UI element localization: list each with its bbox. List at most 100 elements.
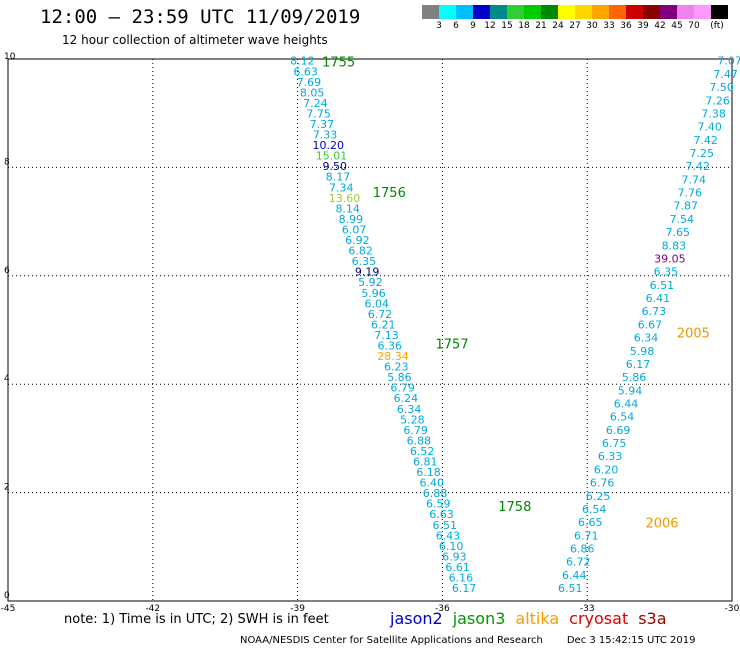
pass-time-label: 1757 — [436, 338, 469, 353]
wave-height-value: 39.05 — [654, 252, 686, 265]
pass-time-label: 1756 — [373, 186, 406, 201]
wave-height-value: 7.42 — [693, 134, 718, 147]
legend-swatch — [456, 5, 473, 19]
wave-height-value: 7.24 — [303, 97, 328, 110]
wave-height-value: 6.54 — [582, 503, 607, 516]
wave-height-value: 9.50 — [323, 160, 348, 173]
legend-swatches — [422, 5, 740, 19]
wave-height-value: 6.10 — [439, 540, 464, 553]
wave-height-value: 6.21 — [371, 318, 396, 331]
wave-height-value: 7.47 — [713, 68, 738, 81]
wave-height-value: 7.75 — [306, 107, 331, 120]
wave-height-value: 6.33 — [598, 450, 623, 463]
y-tick-label: 4 — [4, 374, 10, 384]
pass-time-label: 1755 — [322, 56, 355, 71]
wave-height-value: 6.44 — [562, 569, 587, 582]
wave-height-value: 5.96 — [361, 287, 386, 300]
legend-swatch — [677, 5, 694, 19]
wave-height-value: 5.86 — [387, 371, 412, 384]
wave-height-value: 6.34 — [397, 403, 422, 416]
page-subtitle: 12 hour collection of altimeter wave hei… — [62, 33, 328, 47]
wave-height-value: 13.60 — [329, 192, 361, 205]
legend-labels: 3 6 9 12 15 18 21 24 27 30 33 36 39 42 45 70 (ft) — [422, 19, 740, 31]
satellite-jason2: jason2 — [390, 609, 443, 628]
legend-label: (ft) — [710, 21, 724, 31]
legend-swatch — [626, 5, 643, 19]
legend-label: 6 — [453, 21, 459, 31]
legend-label: 33 — [603, 21, 615, 31]
x-tick-label: -42 — [145, 604, 160, 614]
wave-height-value: 5.28 — [400, 413, 425, 426]
wave-height-value: 6.51 — [558, 582, 583, 595]
wave-height-value: 6.92 — [345, 234, 370, 247]
wave-height-value: 6.67 — [638, 318, 663, 331]
wave-height-value: 6.88 — [423, 487, 448, 500]
wave-height-value: 6.24 — [394, 392, 419, 405]
wave-height-value: 15.01 — [316, 150, 348, 163]
legend-label: 45 — [671, 21, 683, 31]
color-legend: 3 6 9 12 15 18 21 24 27 30 33 36 39 42 45 70 (ft) — [422, 5, 740, 31]
wave-height-value: 6.81 — [413, 456, 438, 469]
legend-swatch — [473, 5, 490, 19]
legend-label: 24 — [552, 21, 564, 31]
wave-height-value: 7.69 — [297, 76, 322, 89]
wave-height-value: 6.79 — [390, 382, 415, 395]
wave-height-value: 6.59 — [426, 498, 451, 511]
wave-height-value: 8.17 — [326, 171, 351, 184]
wave-height-value: 6.40 — [420, 477, 445, 490]
wave-height-value: 7.50 — [709, 81, 734, 94]
wave-height-value: 6.71 — [574, 529, 599, 542]
wave-height-value: 7.38 — [701, 107, 726, 120]
wave-height-value: 6.61 — [445, 561, 470, 574]
satellite-cryosat: cryosat — [569, 609, 629, 628]
wave-height-value: 6.25 — [586, 490, 611, 503]
wave-height-value: 7.13 — [374, 329, 399, 342]
wave-height-value: 6.72 — [368, 308, 393, 321]
wave-height-value: 7.37 — [310, 118, 335, 131]
y-tick-label: 0 — [4, 591, 10, 601]
x-tick-label: -30 — [725, 604, 740, 614]
wave-height-value: 6.76 — [590, 477, 615, 490]
wave-height-value: 9.19 — [355, 266, 380, 279]
x-tick-label: -33 — [580, 604, 595, 614]
x-tick-label: -45 — [1, 604, 16, 614]
legend-swatch — [660, 5, 677, 19]
wave-height-value: 6.86 — [570, 543, 595, 556]
wave-height-value: 6.51 — [432, 519, 457, 532]
legend-swatch — [558, 5, 575, 19]
satellite-legend: jason2 jason3 altika cryosat s3a — [390, 609, 677, 628]
wave-height-value: 8.12 — [290, 55, 315, 68]
legend-label: 21 — [535, 21, 547, 31]
wave-height-value: 6.23 — [384, 361, 409, 374]
page-title: 12:00 — 23:59 UTC 11/09/2019 — [40, 6, 361, 28]
wave-height-value: 5.92 — [358, 276, 383, 289]
wave-height-value: 5.94 — [618, 384, 643, 397]
x-tick-label: -39 — [290, 604, 305, 614]
y-tick-label: 6 — [4, 266, 10, 276]
wave-height-value: 6.17 — [452, 582, 477, 595]
legend-label: 36 — [620, 21, 632, 31]
wave-height-value: 8.05 — [300, 86, 325, 99]
legend-label: 39 — [637, 21, 649, 31]
legend-label: 27 — [569, 21, 581, 31]
wave-height-value: 6.34 — [634, 332, 659, 345]
wave-height-value: 6.52 — [410, 445, 435, 458]
legend-label: 30 — [586, 21, 598, 31]
legend-label: 15 — [501, 21, 513, 31]
satellite-jason3: jason3 — [452, 609, 506, 628]
wave-height-value: 6.18 — [416, 466, 441, 479]
y-tick-label: 10 — [4, 52, 16, 62]
wave-height-value: 8.14 — [335, 202, 360, 215]
wave-height-value: 6.75 — [602, 437, 627, 450]
credit-line: NOAA/NESDIS Center for Satellite Applica… — [240, 635, 695, 646]
legend-swatch — [575, 5, 592, 19]
legend-swatch — [694, 5, 711, 19]
wave-height-value: 6.69 — [606, 424, 631, 437]
wave-height-value: 7.42 — [685, 160, 710, 173]
wave-height-value: 5.98 — [630, 345, 655, 358]
wave-height-value: 7.74 — [681, 173, 706, 186]
timestamp: Dec 3 15:42:15 UTC 2019 — [566, 635, 696, 646]
wave-height-value: 7.25 — [689, 147, 714, 160]
legend-label: 12 — [484, 21, 496, 31]
x-tick-label: -36 — [435, 604, 450, 614]
